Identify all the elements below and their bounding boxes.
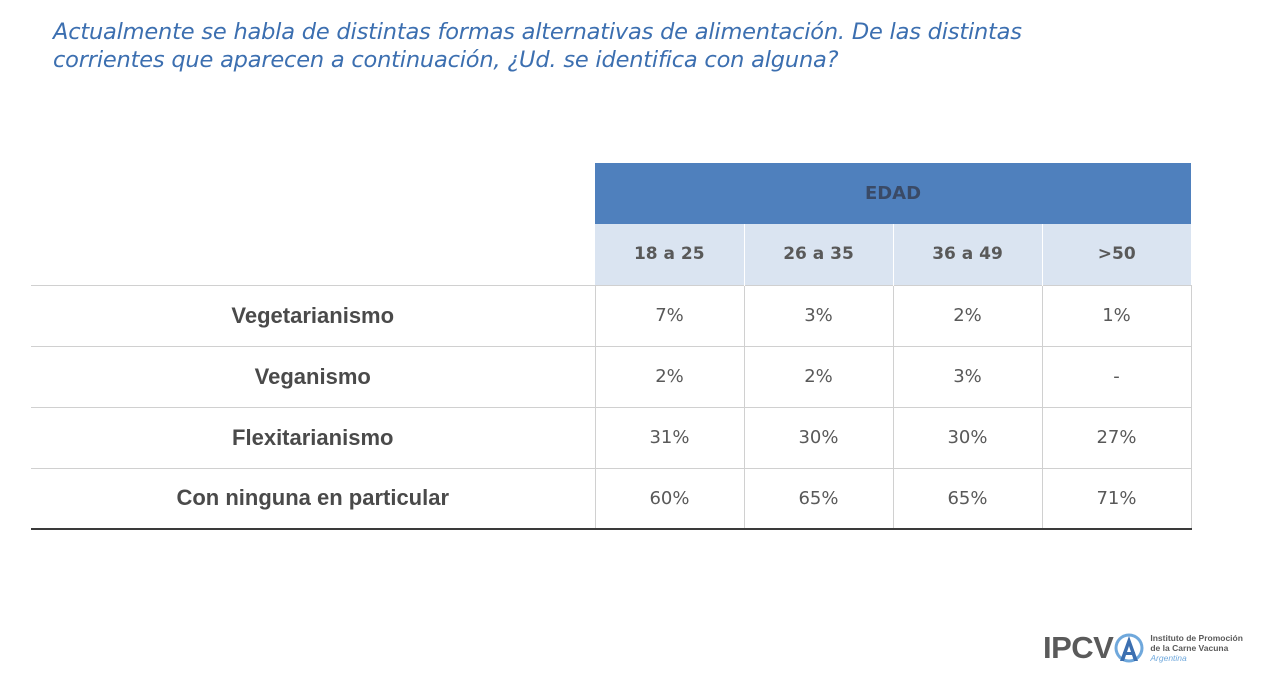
edad-header: EDAD — [595, 163, 1191, 224]
question-line-1: Actualmente se habla de distintas formas… — [53, 19, 1022, 45]
logo-line-3: Argentina — [1150, 653, 1187, 663]
age-col-26-35: 26 a 35 — [743, 224, 893, 285]
table-cell: 65% — [892, 467, 1042, 530]
age-col-over-50: >50 — [1041, 224, 1191, 285]
table-cell: 30% — [743, 406, 893, 468]
logo-caption: Instituto de Promoción de la Carne Vacun… — [1150, 633, 1243, 663]
table-cell: 1% — [1041, 284, 1192, 346]
table-cell: 2% — [743, 345, 893, 407]
table-cell: 2% — [892, 284, 1042, 346]
results-table: EDAD 18 a 25 26 a 35 36 a 49 >50 Vegetar… — [31, 163, 1192, 530]
ipcva-logo: IPCV Instituto de Promoción de la Carne … — [1043, 628, 1243, 668]
logo-wordmark: IPCV — [1043, 628, 1144, 668]
age-header-row: 18 a 25 26 a 35 36 a 49 >50 — [31, 224, 1191, 285]
row-label: Flexitarianismo — [31, 406, 595, 468]
table-cell: 60% — [594, 467, 744, 530]
table-cell: 3% — [892, 345, 1042, 407]
group-header-row: EDAD — [31, 163, 1191, 224]
logo-line-2: de la Carne Vacuna — [1150, 643, 1229, 653]
table-row: Veganismo 2% 2% 3% - — [31, 345, 1192, 407]
row-label: Veganismo — [31, 345, 595, 407]
blank-corner-2 — [31, 224, 595, 285]
table-cell: 2% — [594, 345, 744, 407]
question-title: Actualmente se habla de distintas formas… — [53, 18, 1203, 74]
blank-corner — [31, 163, 595, 224]
table-cell: 3% — [743, 284, 893, 346]
row-label: Con ninguna en particular — [31, 467, 595, 530]
table-cell: - — [1041, 345, 1192, 407]
table-cell: 27% — [1041, 406, 1192, 468]
table-cell: 7% — [594, 284, 744, 346]
table-row: Vegetarianismo 7% 3% 2% 1% — [31, 284, 1192, 346]
table-cell: 30% — [892, 406, 1042, 468]
table-row: Con ninguna en particular 60% 65% 65% 71… — [31, 467, 1192, 530]
row-label: Vegetarianismo — [31, 284, 595, 346]
table-cell: 65% — [743, 467, 893, 530]
logo-mark-text: IPCV — [1043, 630, 1114, 665]
question-line-2: corrientes que aparecen a continuación, … — [53, 47, 839, 73]
age-col-36-49: 36 a 49 — [892, 224, 1042, 285]
table-cell: 71% — [1041, 467, 1192, 530]
age-col-18-25: 18 a 25 — [595, 224, 744, 285]
table-row: Flexitarianismo 31% 30% 30% 27% — [31, 406, 1192, 468]
table-cell: 31% — [594, 406, 744, 468]
logo-line-1: Instituto de Promoción — [1150, 633, 1243, 643]
logo-a-icon — [1114, 633, 1144, 663]
